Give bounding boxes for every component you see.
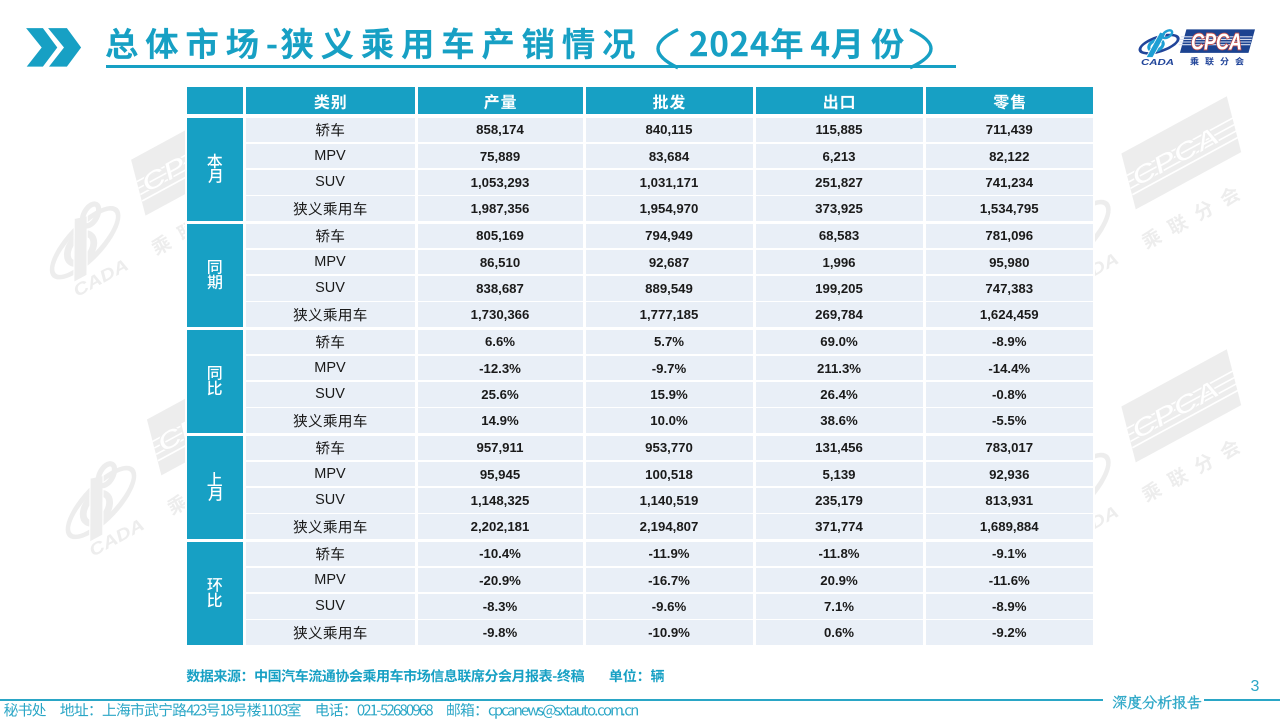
svg-text:CADA: CADA [1141,57,1174,67]
svg-text:CPCA: CPCA [1191,29,1242,55]
